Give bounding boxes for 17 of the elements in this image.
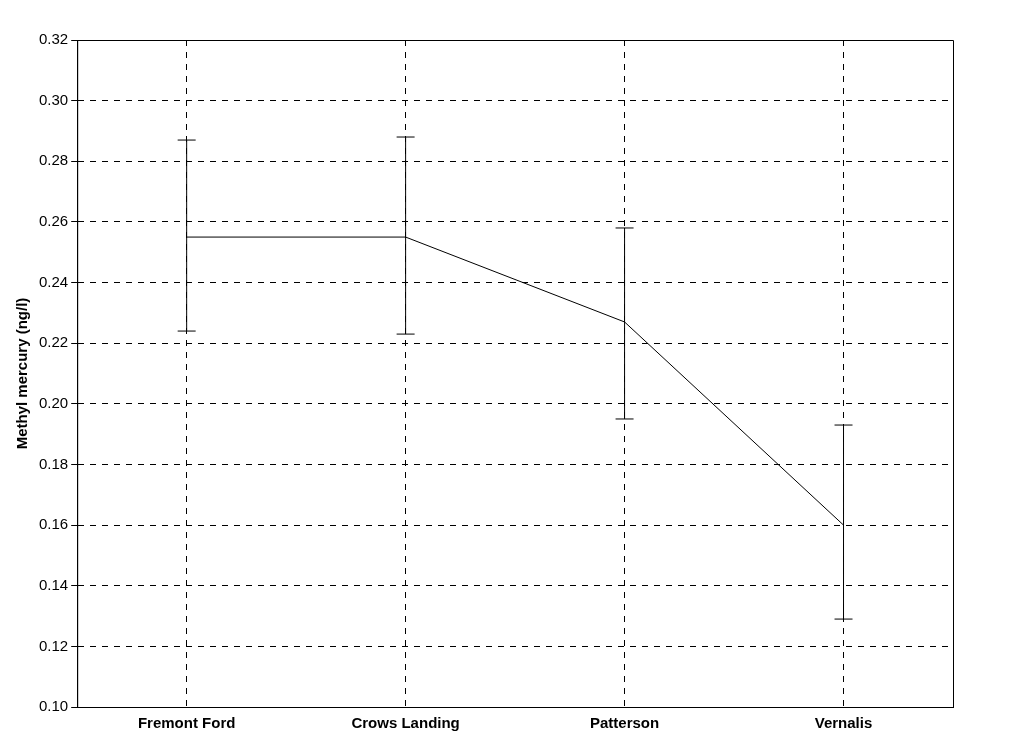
y-tick-label: 0.10 [38,697,69,715]
y-tick-label: 0.24 [38,272,69,290]
y-tick-label: 0.22 [38,333,69,351]
y-tick-label: 0.32 [38,30,69,48]
y-tick-label: 0.26 [38,212,69,230]
y-tick-label: 0.30 [38,90,69,108]
x-tick-label: Vernalis [814,714,873,732]
x-tick-label: Crows Landing [351,714,460,732]
y-tick-label: 0.18 [38,454,69,472]
y-tick-label: 0.16 [38,515,69,533]
y-tick-label: 0.14 [38,575,69,593]
y-axis-title: Methyl mercury (ng/l) [13,297,31,450]
x-tick-label: Fremont Ford [137,714,236,732]
y-tick-label: 0.12 [38,636,69,654]
y-tick-label: 0.28 [38,151,69,169]
x-tick-label: Patterson [589,714,660,732]
y-tick-label: 0.20 [38,393,69,411]
